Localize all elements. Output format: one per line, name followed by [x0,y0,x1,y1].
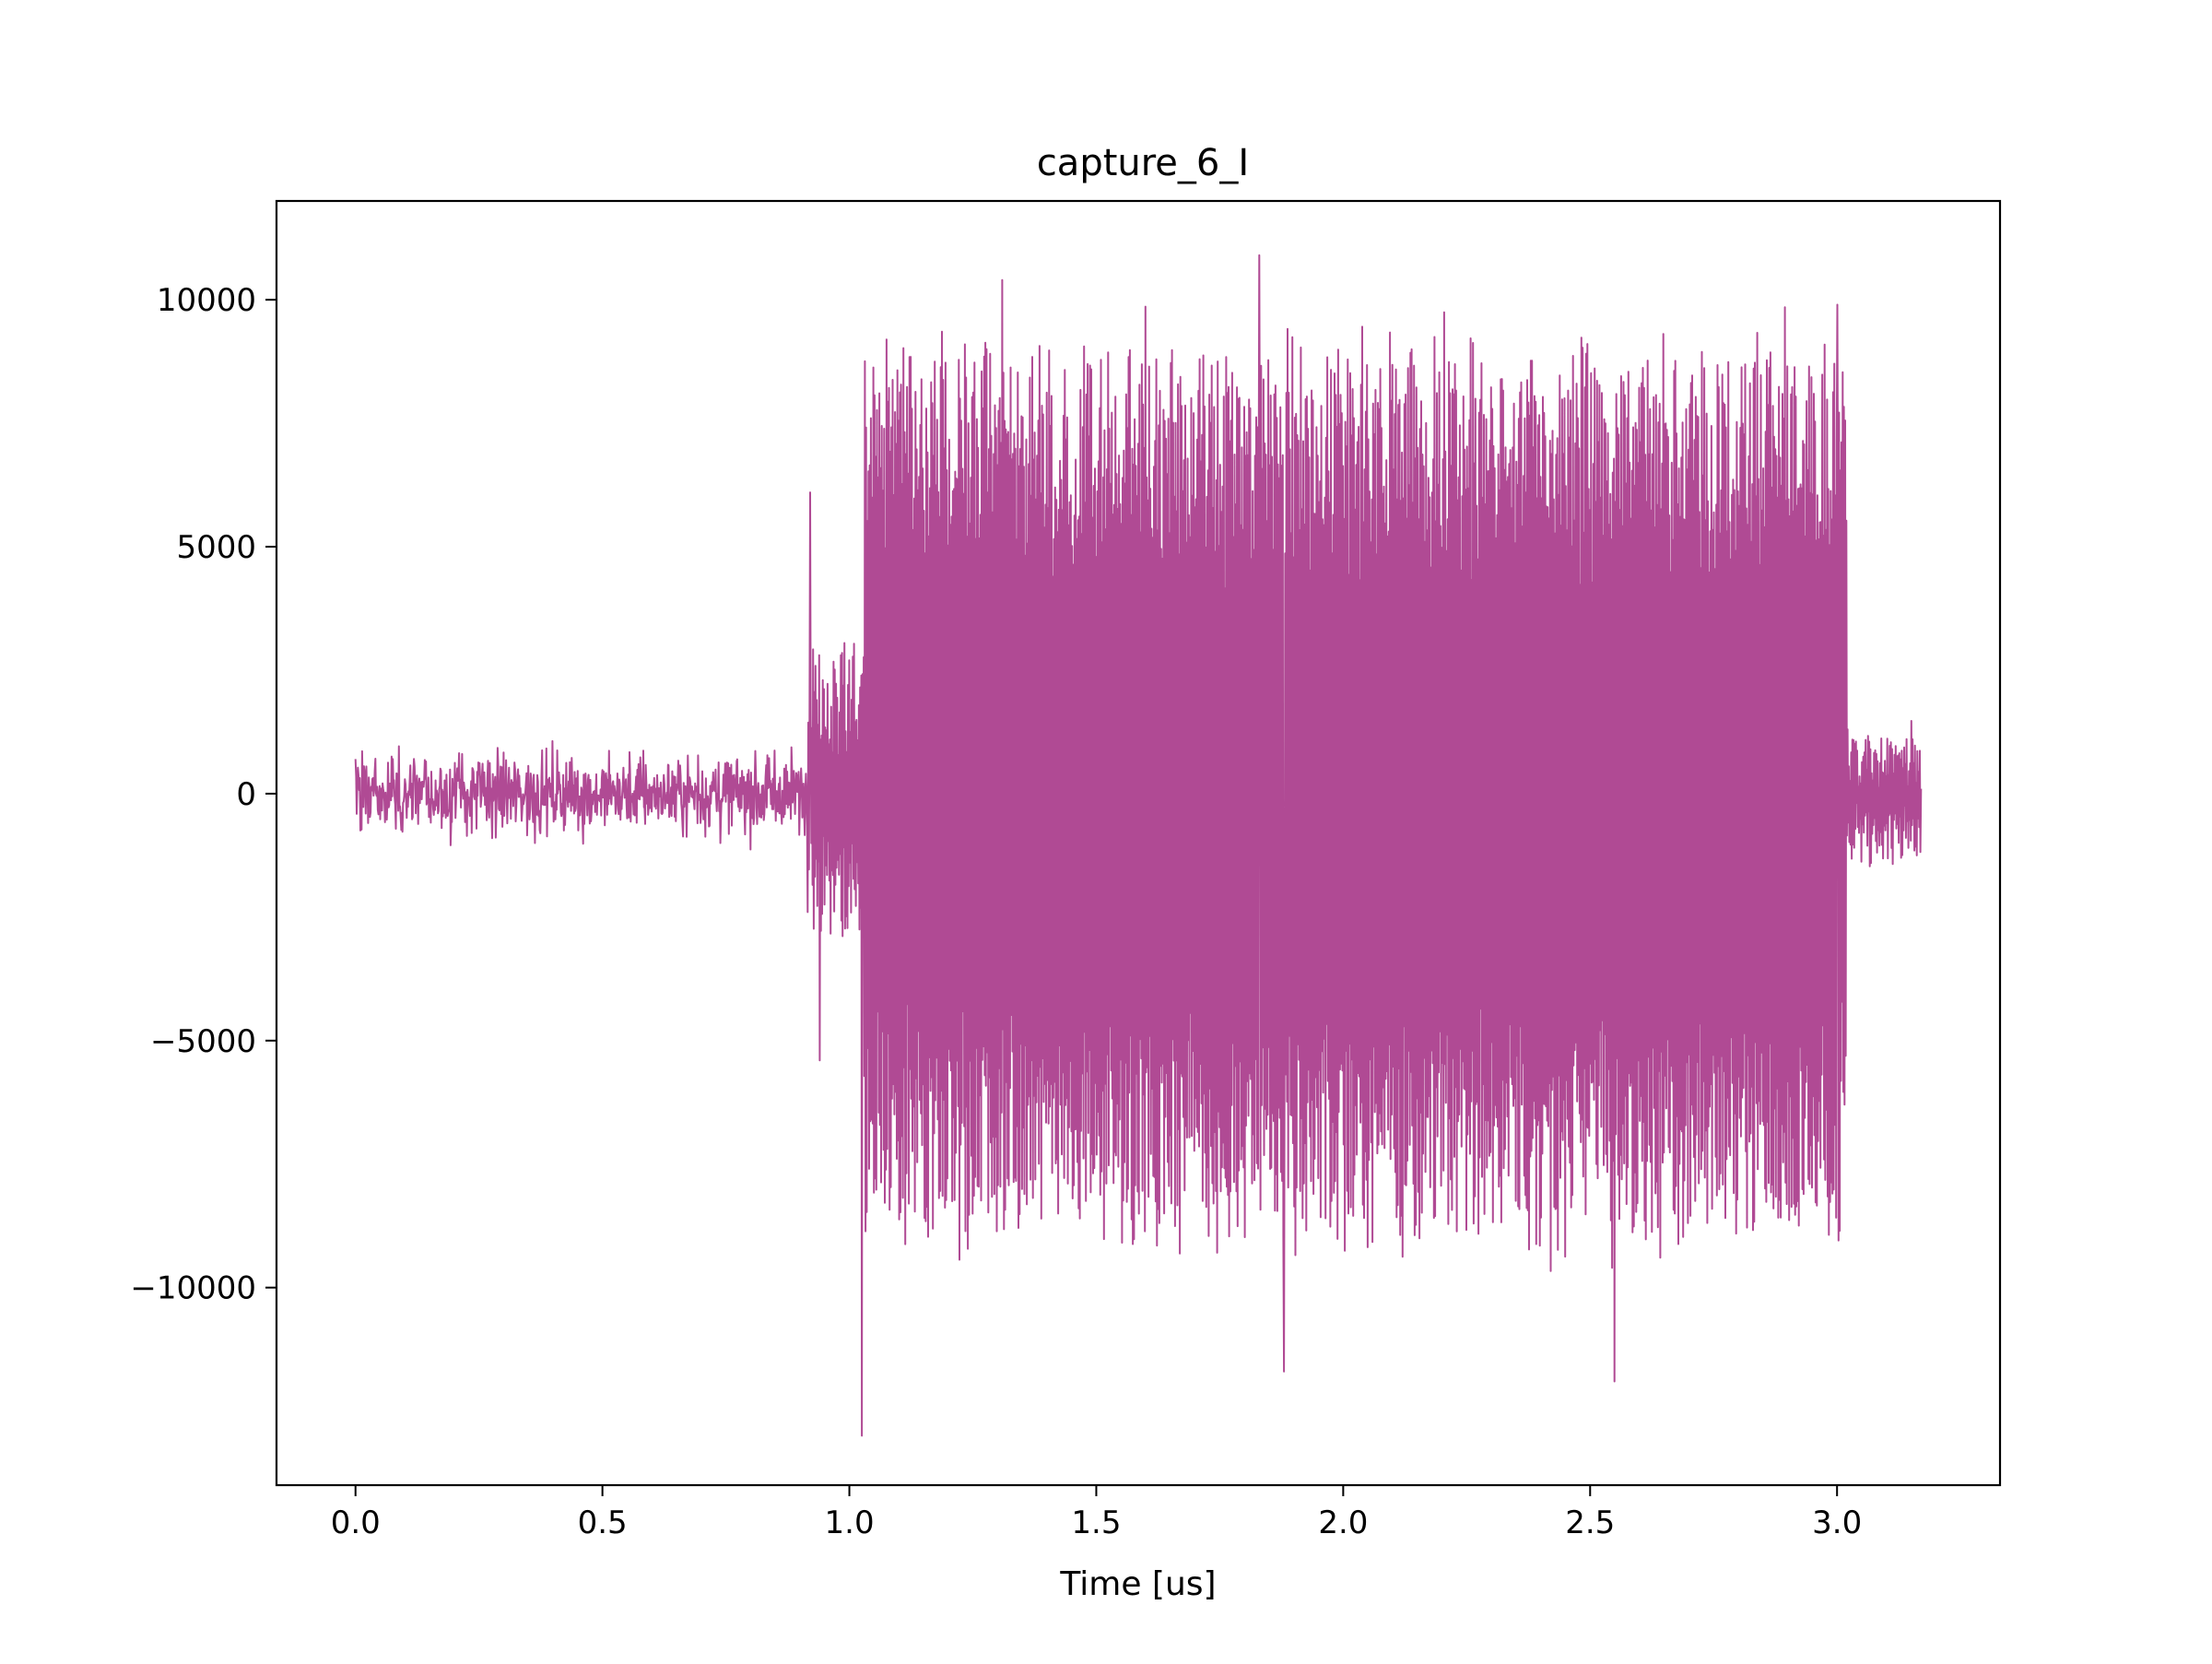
y-tick-label: 0 [236,776,256,813]
plot-frame [275,199,2002,1487]
y-tick-label: 10000 [157,282,256,319]
signal-series-line [354,254,1923,1437]
y-tick-label: 5000 [176,529,256,566]
x-tick-label: 3.0 [1812,1505,1862,1541]
x-tick-label: 2.5 [1565,1505,1615,1541]
y-tick-label: −10000 [130,1270,256,1307]
x-tick-label: 1.5 [1071,1505,1121,1541]
x-axis: 0.0 0.5 1.0 1.5 2.0 2.5 3.0 [331,1485,1862,1541]
x-tick-label: 2.0 [1318,1505,1368,1541]
y-tick-label: −5000 [150,1023,256,1060]
x-tick-label: 1.0 [825,1505,875,1541]
chart-title: capture_6_I [1037,142,1249,184]
x-axis-label: Time [us] [1059,1565,1216,1603]
x-tick-label: 0.0 [331,1505,381,1541]
x-tick-label: 0.5 [578,1505,628,1541]
y-axis: 10000 5000 0 −5000 −10000 [130,282,276,1307]
